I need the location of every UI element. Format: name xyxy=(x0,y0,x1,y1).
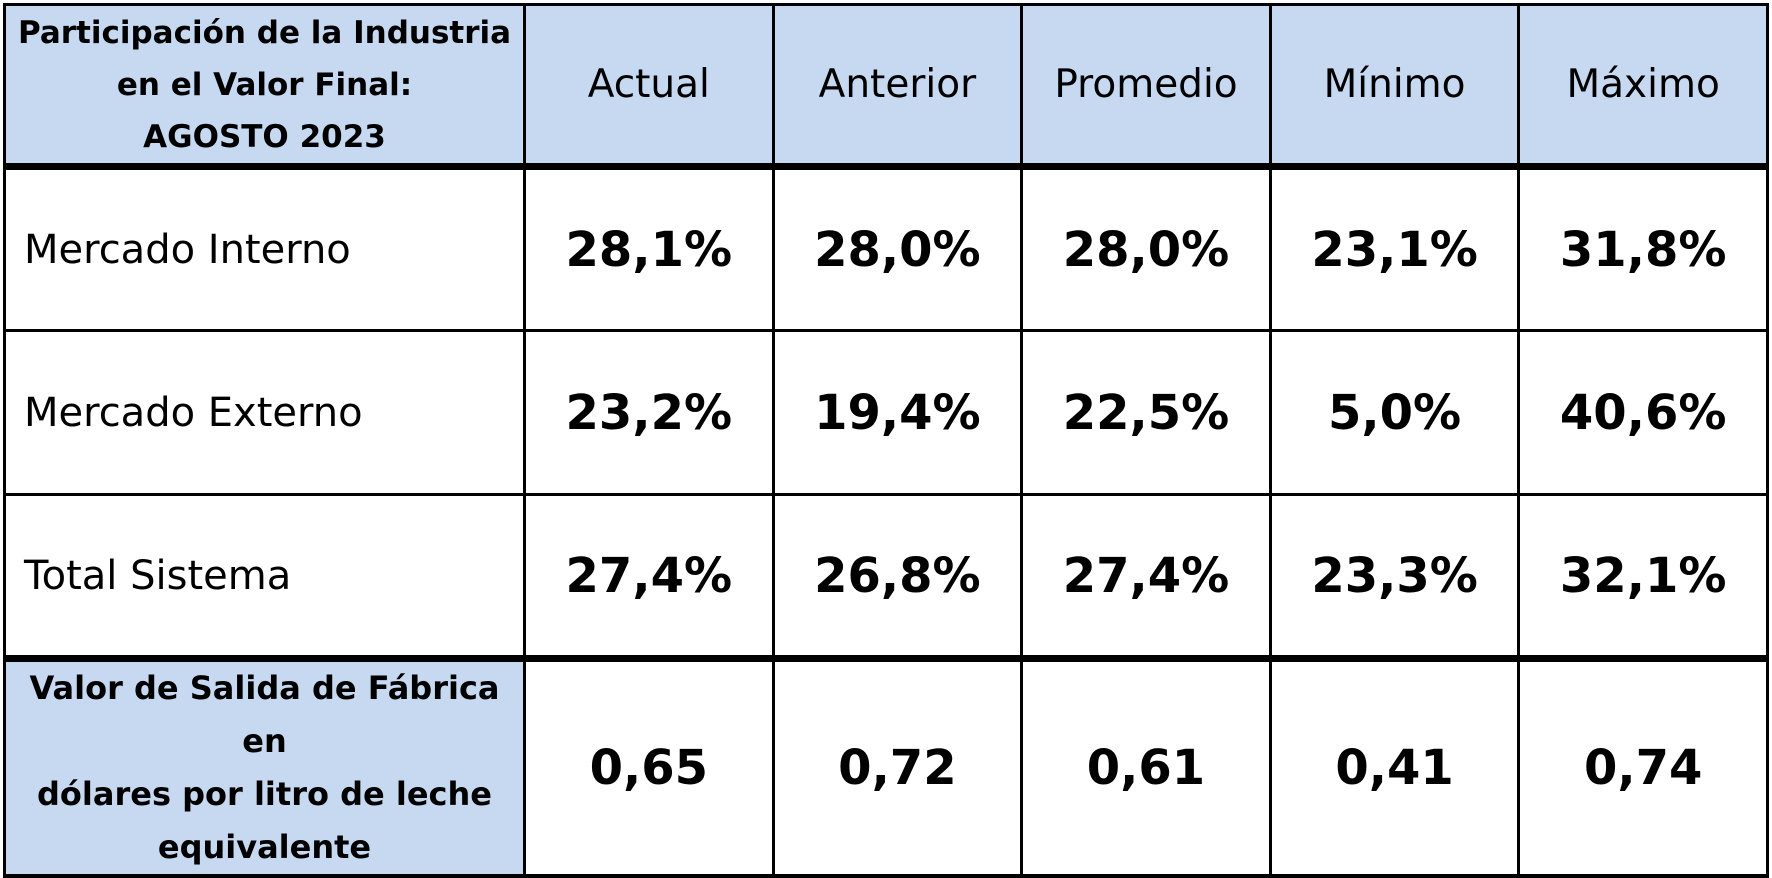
row-label: Valor de Salida de Fábrica en dólares po… xyxy=(3,655,526,878)
column-header-minimo: Mínimo xyxy=(1268,3,1521,168)
table-cell: 28,0% xyxy=(771,163,1024,332)
table-row-total-sistema: Total Sistema 27,4% 26,8% 27,4% 23,3% 32… xyxy=(3,493,1769,660)
table-cell: 28,1% xyxy=(523,163,775,332)
table-cell: 0,74 xyxy=(1517,655,1769,878)
table-title-line: AGOSTO 2023 xyxy=(143,118,386,155)
table-cell: 40,6% xyxy=(1517,329,1769,496)
table-cell: 0,61 xyxy=(1020,655,1272,878)
industry-share-table: Participación de la Industria en el Valo… xyxy=(3,3,1769,878)
row-label-line: Valor de Salida de Fábrica en xyxy=(29,669,500,760)
table-cell: 22,5% xyxy=(1020,329,1272,496)
table-cell: 32,1% xyxy=(1517,493,1769,660)
table-cell: 23,1% xyxy=(1268,163,1521,332)
table-row-mercado-interno: Mercado Interno 28,1% 28,0% 28,0% 23,1% … xyxy=(3,163,1769,332)
table-row-mercado-externo: Mercado Externo 23,2% 19,4% 22,5% 5,0% 4… xyxy=(3,329,1769,496)
row-label-line: equivalente xyxy=(157,828,372,866)
table-cell: 19,4% xyxy=(771,329,1024,496)
column-header-maximo: Máximo xyxy=(1517,3,1769,168)
row-label: Mercado Interno xyxy=(3,163,526,332)
table-cell: 27,4% xyxy=(1020,493,1272,660)
table-cell: 28,0% xyxy=(1020,163,1272,332)
row-label: Mercado Externo xyxy=(3,329,526,496)
table-cell: 26,8% xyxy=(771,493,1024,660)
table-container: Participación de la Industria en el Valo… xyxy=(3,3,1769,878)
table-cell: 5,0% xyxy=(1268,329,1521,496)
table-row-valor-salida-fabrica: Valor de Salida de Fábrica en dólares po… xyxy=(3,655,1769,878)
row-label: Total Sistema xyxy=(3,493,526,660)
column-header-actual: Actual xyxy=(523,3,775,168)
table-cell: 0,65 xyxy=(523,655,775,878)
header-row: Participación de la Industria en el Valo… xyxy=(3,3,1769,168)
table-cell: 27,4% xyxy=(523,493,775,660)
column-header-promedio: Promedio xyxy=(1020,3,1272,168)
table-title-line: Participación de la Industria xyxy=(17,14,512,51)
column-header-anterior: Anterior xyxy=(771,3,1024,168)
table-cell: 0,41 xyxy=(1268,655,1521,878)
table-cell: 23,2% xyxy=(523,329,775,496)
table-cell: 0,72 xyxy=(771,655,1024,878)
row-label-line: dólares por litro de leche xyxy=(37,775,492,813)
table-title: Participación de la Industria en el Valo… xyxy=(3,3,526,168)
table-cell: 23,3% xyxy=(1268,493,1521,660)
table-title-line: en el Valor Final: xyxy=(116,66,413,103)
table-cell: 31,8% xyxy=(1517,163,1769,332)
